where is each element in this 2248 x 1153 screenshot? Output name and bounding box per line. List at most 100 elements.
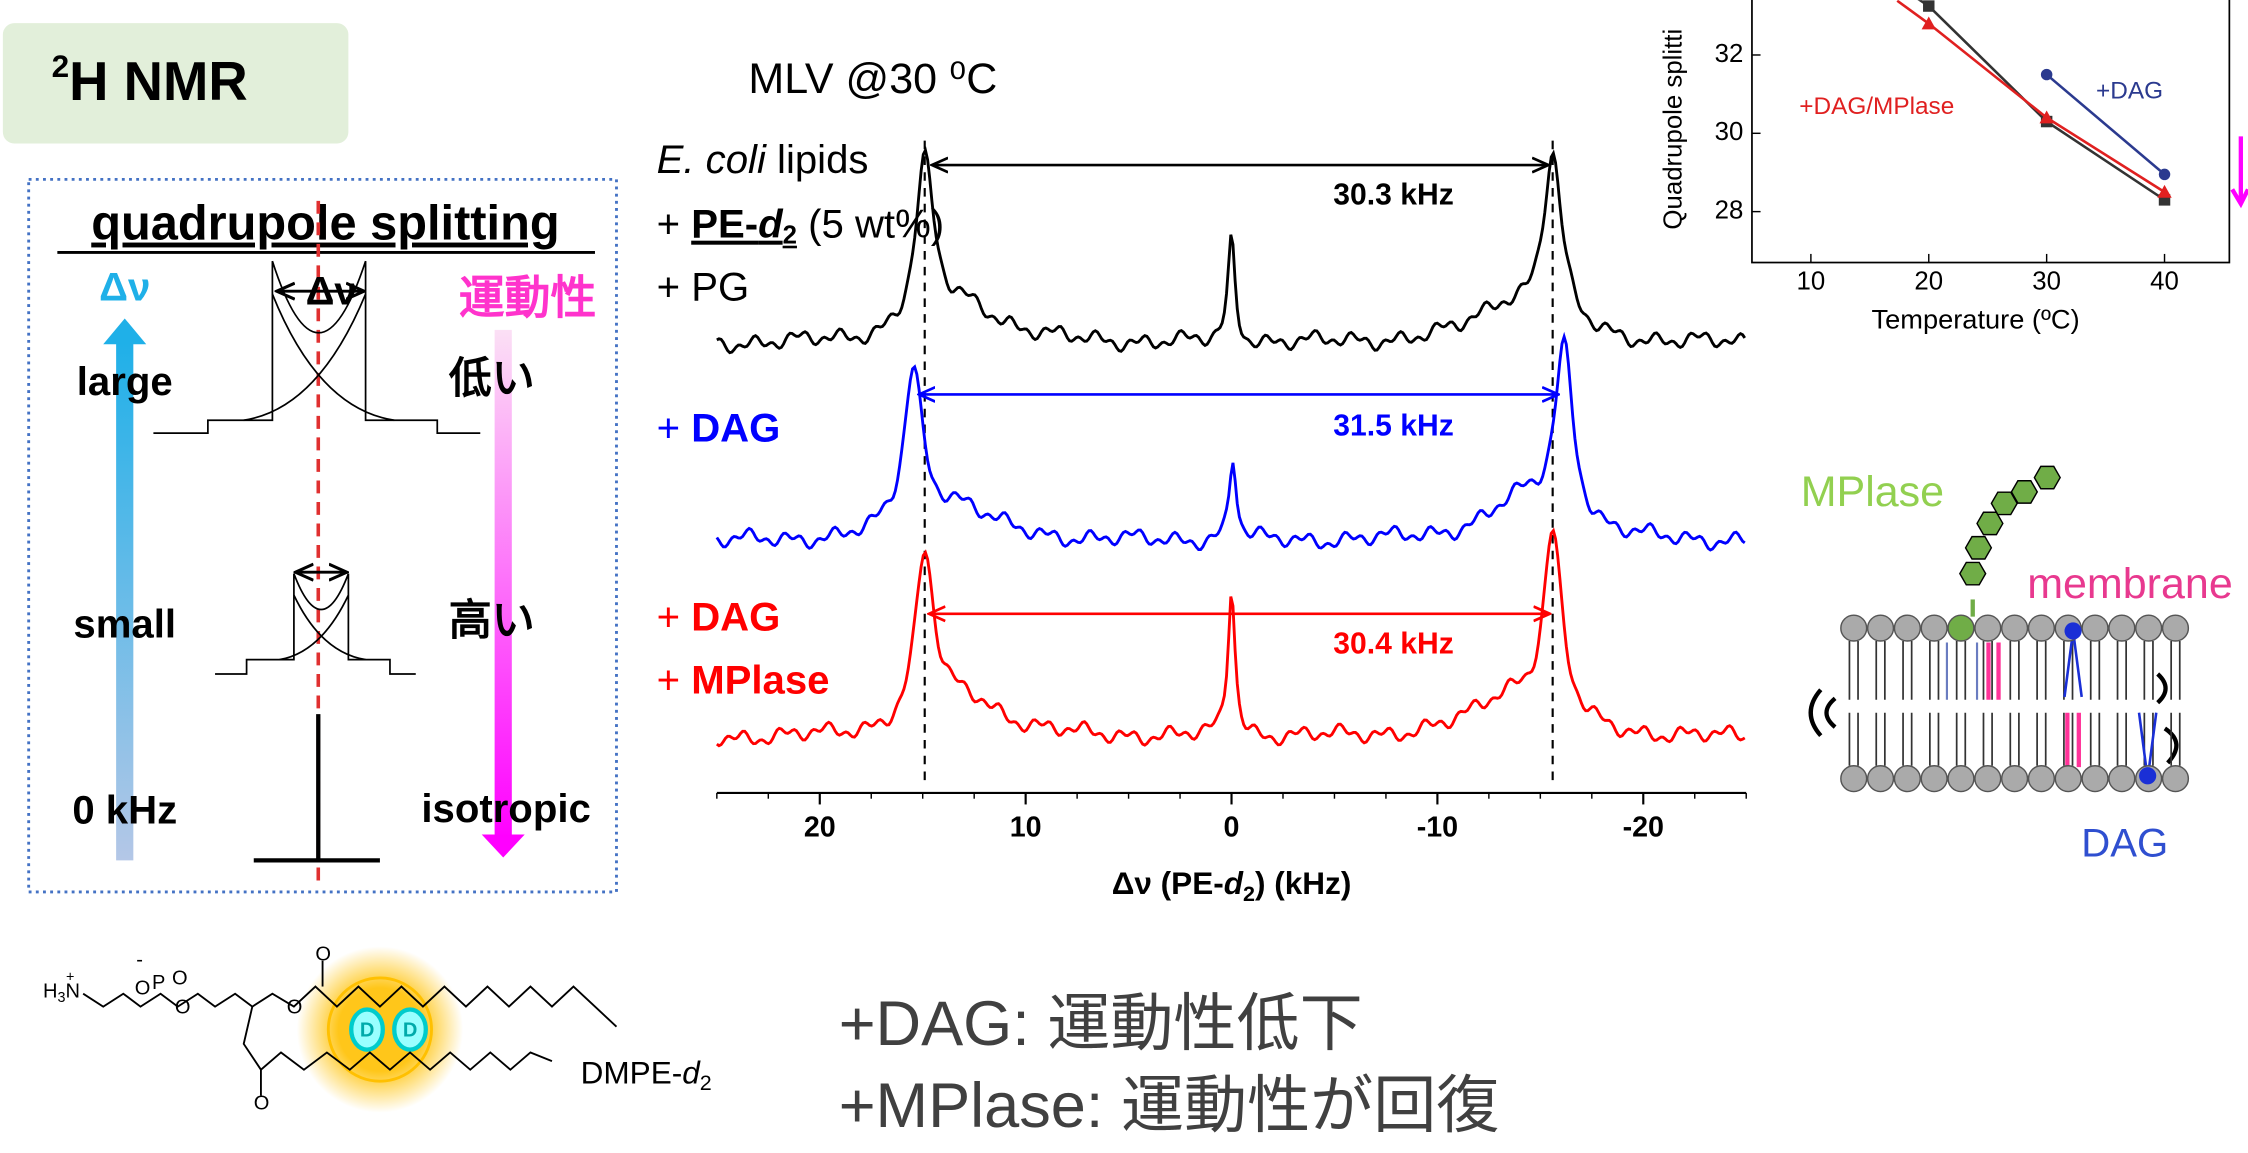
- atom: H3N: [43, 981, 80, 1006]
- mplase-sugar: [2033, 465, 2062, 490]
- splitting-label: 30.3 kHz: [1333, 179, 1453, 212]
- conclusion-part: 運動性低下: [1030, 989, 1363, 1059]
- head-group: [2081, 765, 2109, 793]
- chain: [242, 1006, 553, 1072]
- marker: [2040, 68, 2053, 81]
- schematic-box: [27, 177, 618, 894]
- head-group: [1947, 614, 1975, 642]
- marker: [1923, 0, 1935, 12]
- splitting-label: 30.4 kHz: [1333, 627, 1453, 660]
- sample-label: + PE-d2 (5 wt%): [657, 201, 945, 249]
- head-group: [2027, 765, 2056, 793]
- cyan-arrow-head: [103, 318, 147, 345]
- magenta-arrow-head: [481, 834, 525, 858]
- name-part: d: [682, 1055, 701, 1091]
- lipid-tail: [1875, 712, 1886, 766]
- atom: -: [136, 949, 143, 971]
- series-line: [2045, 73, 2166, 176]
- head-group: [1920, 614, 1948, 642]
- row-left: small: [73, 601, 176, 646]
- dag-label: DAG: [2081, 821, 2168, 866]
- dag-tails: [1986, 642, 2081, 768]
- head-group: [2108, 614, 2136, 642]
- lipid-tail: [2116, 641, 2127, 700]
- spectrum-trace: [715, 331, 1746, 552]
- series-label: +DAG/MPlase: [1799, 93, 1954, 120]
- conclusion-part: +DAG:: [839, 989, 1030, 1059]
- lipid-tail: [1902, 641, 1913, 700]
- x-tick-label: 20: [804, 811, 836, 843]
- lipid-tail-blue: [1945, 642, 1979, 700]
- y-tick-label: 30: [1715, 118, 1744, 146]
- head-group: [2161, 765, 2190, 793]
- mplase-sugar: [1990, 491, 2019, 516]
- label-part: MPlase: [691, 657, 829, 702]
- mplase-sugar: [1976, 511, 2004, 536]
- marker: [2158, 194, 2171, 206]
- label-part: ) (kHz): [1255, 866, 1351, 902]
- atom: O: [315, 943, 331, 965]
- label-part: +: [657, 405, 692, 450]
- magenta-arrow-edge: [2230, 136, 2248, 209]
- name-part: DMPE-: [581, 1055, 683, 1091]
- label-part: lipids: [766, 137, 869, 182]
- deuterium: [392, 1007, 428, 1052]
- label-part: (5 wt%): [797, 201, 944, 246]
- lipid-tail: [1848, 712, 1859, 766]
- lipid-tail: [1875, 641, 1886, 700]
- atom: P: [152, 972, 165, 994]
- mplase-label: MPlase: [1801, 468, 1944, 516]
- lipid-tail: [2009, 641, 2020, 700]
- row-left: 0 kHz: [72, 788, 177, 833]
- head-group: [1893, 765, 1921, 793]
- dag-blue: [2063, 630, 2158, 779]
- x-tick-label: 30: [2032, 267, 2061, 295]
- lipid-tail: [2063, 641, 2074, 700]
- schematic-heading: quadrupole splitting: [91, 197, 559, 251]
- right-axis-label: 運動性: [459, 271, 597, 323]
- atom: D: [360, 1019, 375, 1041]
- name-part: 2: [700, 1071, 712, 1095]
- lipid-tail: [2170, 641, 2181, 700]
- series-line-lead: [1896, 0, 1930, 25]
- head-group: [2161, 614, 2190, 642]
- series-label: +DAG: [2096, 77, 2163, 104]
- spectra-subtitle: MLV @30 ⁰C: [748, 55, 997, 103]
- lipid-tail: [1982, 641, 1993, 700]
- x-axis-label: Temperature (ºC): [1872, 303, 2080, 334]
- title-sup: 2: [52, 48, 70, 84]
- mplase-sugar: [2010, 480, 2039, 504]
- marker: [1921, 16, 1936, 30]
- conclusion: +MPlase: 運動性が回復: [839, 1070, 1500, 1140]
- head-group: [2081, 614, 2109, 642]
- lipid-tail: [1902, 712, 1913, 766]
- lipid-tail: [2170, 712, 2181, 766]
- lipid-tail: [1929, 641, 1940, 700]
- conclusion-part: 運動性が回復: [1103, 1070, 1499, 1140]
- plot-frame: [1751, 0, 2231, 264]
- lipid-tail: [2116, 712, 2127, 766]
- label-part: Δν (PE-: [1112, 866, 1224, 902]
- powder-patterns: [153, 260, 481, 863]
- x-tick-label: 10: [1010, 811, 1042, 843]
- spectrum-trace: [715, 527, 1746, 748]
- head-group: [1947, 765, 1975, 793]
- lipid-tail: [2143, 641, 2154, 700]
- lipid-tail: [2036, 641, 2047, 700]
- label-part: DAG: [691, 405, 780, 450]
- y-axis-label: Quadrupole splitti: [1659, 29, 1687, 230]
- atom: D: [403, 1019, 418, 1041]
- dag-head: [2139, 767, 2157, 785]
- left-axis-label: Δν: [99, 264, 150, 309]
- conclusion: +DAG: 運動性低下: [839, 989, 1363, 1059]
- title: 2H NMR: [52, 48, 248, 112]
- sample-label: + PG: [657, 264, 750, 309]
- head-group: [2000, 765, 2029, 793]
- glow-ring: [326, 976, 433, 1083]
- lipid-tail: [2009, 712, 2020, 766]
- row-right: isotropic: [421, 786, 590, 831]
- sample-label: + MPlase: [657, 657, 830, 702]
- head-group: [1840, 765, 1868, 793]
- series-line: [1927, 22, 2166, 194]
